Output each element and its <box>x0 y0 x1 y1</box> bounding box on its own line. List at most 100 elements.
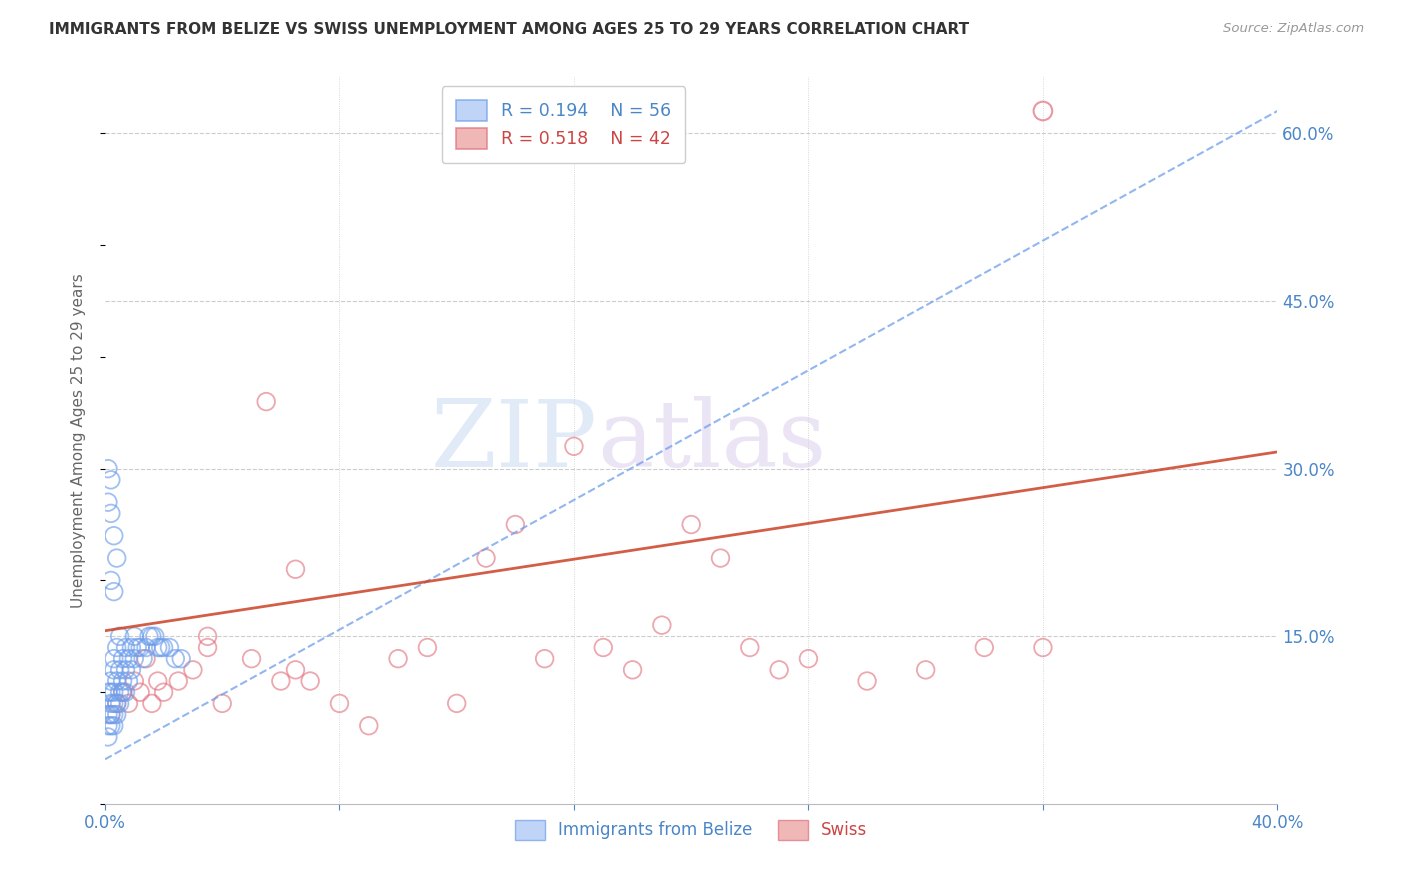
Point <box>108 697 131 711</box>
Point <box>973 640 995 655</box>
Point <box>117 651 139 665</box>
Point <box>111 685 134 699</box>
Point <box>254 394 277 409</box>
Point <box>129 685 152 699</box>
Point <box>105 673 128 688</box>
Point <box>592 640 614 655</box>
Text: Source: ZipAtlas.com: Source: ZipAtlas.com <box>1223 22 1364 36</box>
Point <box>124 651 146 665</box>
Point <box>114 663 136 677</box>
Point <box>124 673 146 688</box>
Point <box>108 685 131 699</box>
Point <box>738 640 761 655</box>
Point <box>103 663 125 677</box>
Point <box>117 673 139 688</box>
Point <box>143 629 166 643</box>
Point <box>505 517 527 532</box>
Point <box>100 707 122 722</box>
Point <box>103 651 125 665</box>
Point <box>270 673 292 688</box>
Point <box>97 707 120 722</box>
Text: atlas: atlas <box>598 396 827 486</box>
Point <box>211 697 233 711</box>
Point <box>111 685 134 699</box>
Point <box>103 707 125 722</box>
Point <box>97 685 120 699</box>
Point <box>103 584 125 599</box>
Point <box>240 651 263 665</box>
Point <box>533 651 555 665</box>
Point <box>129 640 152 655</box>
Point <box>120 640 142 655</box>
Point <box>416 640 439 655</box>
Point <box>170 651 193 665</box>
Point <box>141 629 163 643</box>
Point <box>100 719 122 733</box>
Point <box>100 574 122 588</box>
Point <box>105 697 128 711</box>
Point <box>138 629 160 643</box>
Point <box>103 685 125 699</box>
Point <box>181 663 204 677</box>
Point <box>111 651 134 665</box>
Point <box>127 640 149 655</box>
Point <box>111 673 134 688</box>
Point <box>100 707 122 722</box>
Point <box>117 697 139 711</box>
Point <box>159 640 181 655</box>
Point <box>135 640 157 655</box>
Point <box>284 562 307 576</box>
Point <box>284 663 307 677</box>
Point <box>146 640 169 655</box>
Point <box>103 697 125 711</box>
Point <box>197 629 219 643</box>
Point <box>97 730 120 744</box>
Point <box>562 439 585 453</box>
Point <box>124 629 146 643</box>
Point <box>105 697 128 711</box>
Point <box>197 640 219 655</box>
Point <box>621 663 644 677</box>
Legend: R = 0.194    N = 56, R = 0.518    N = 42: R = 0.194 N = 56, R = 0.518 N = 42 <box>441 87 685 163</box>
Point <box>387 651 409 665</box>
Point <box>132 651 155 665</box>
Point <box>165 651 187 665</box>
Point <box>914 663 936 677</box>
Text: IMMIGRANTS FROM BELIZE VS SWISS UNEMPLOYMENT AMONG AGES 25 TO 29 YEARS CORRELATI: IMMIGRANTS FROM BELIZE VS SWISS UNEMPLOY… <box>49 22 969 37</box>
Point <box>103 529 125 543</box>
Point <box>114 640 136 655</box>
Point <box>357 719 380 733</box>
Point <box>141 697 163 711</box>
Point <box>1032 640 1054 655</box>
Point <box>299 673 322 688</box>
Point <box>100 507 122 521</box>
Point <box>146 673 169 688</box>
Point <box>97 461 120 475</box>
Point <box>768 663 790 677</box>
Text: ZIP: ZIP <box>430 396 598 486</box>
Point <box>1032 103 1054 118</box>
Point <box>681 517 703 532</box>
Point <box>135 651 157 665</box>
Point <box>97 495 120 509</box>
Point <box>105 640 128 655</box>
Point <box>797 651 820 665</box>
Point <box>328 697 350 711</box>
Point <box>709 551 731 566</box>
Point <box>105 551 128 566</box>
Y-axis label: Unemployment Among Ages 25 to 29 years: Unemployment Among Ages 25 to 29 years <box>72 273 86 608</box>
Point <box>114 685 136 699</box>
Point <box>103 719 125 733</box>
Point <box>100 673 122 688</box>
Point <box>475 551 498 566</box>
Point <box>651 618 673 632</box>
Point <box>152 640 174 655</box>
Point <box>149 640 172 655</box>
Point <box>97 719 120 733</box>
Point <box>446 697 468 711</box>
Point <box>856 673 879 688</box>
Point <box>108 663 131 677</box>
Point <box>100 473 122 487</box>
Point <box>105 707 128 722</box>
Point <box>100 685 122 699</box>
